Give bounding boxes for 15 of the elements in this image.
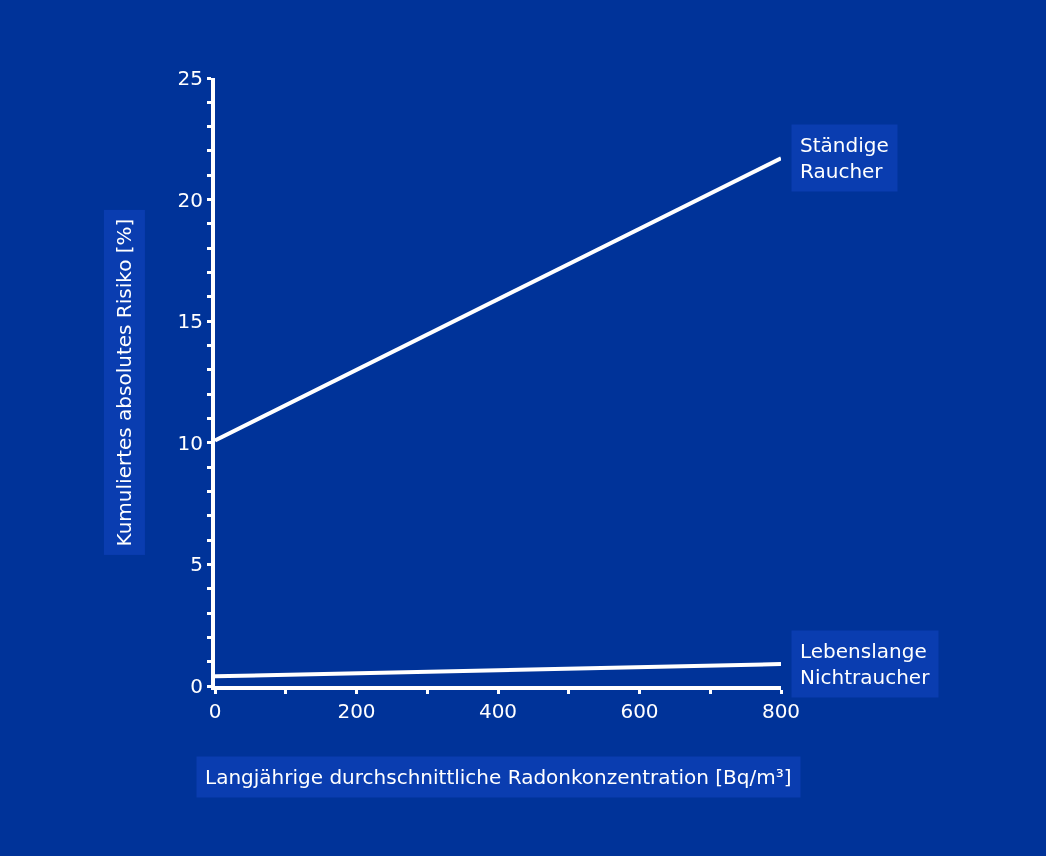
annotation: Ständige Raucher: [800, 133, 889, 183]
x-tick-label: 0: [208, 699, 222, 723]
y-tick-label: 20: [177, 187, 203, 212]
x-tick-label: 400: [478, 699, 518, 723]
x-tick-label: 800: [761, 699, 801, 723]
x-tick-label: 200: [337, 699, 376, 723]
x-axis-title: Langjährige durchschnittliche Radonkonzentration [Bq/m³]: [205, 765, 792, 789]
y-tick-label: 10: [177, 430, 203, 455]
y-tick-label: 25: [177, 66, 203, 90]
y-tick-label: 5: [190, 552, 203, 577]
y-tick-label: 0: [190, 674, 203, 698]
y-axis-title: Kumuliertes absolutes Risiko [%]: [112, 218, 137, 547]
x-tick-label: 600: [620, 699, 659, 723]
annotation: Lebenslange Nichtraucher: [800, 639, 931, 689]
y-tick-label: 15: [177, 309, 203, 334]
